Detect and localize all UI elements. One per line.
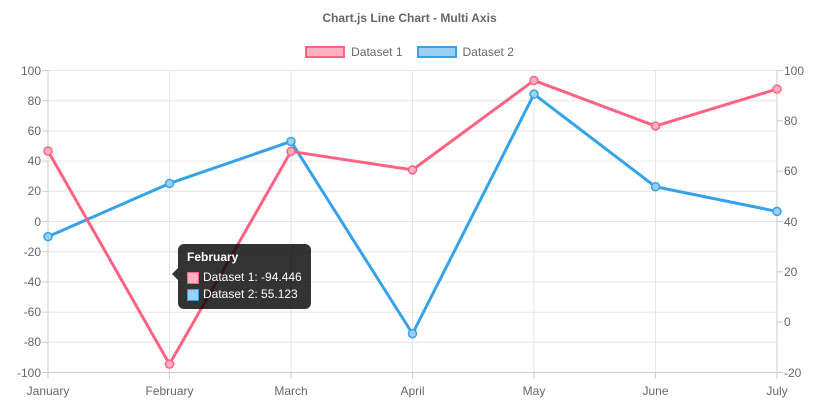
legend-swatch-dataset-2 xyxy=(416,46,457,58)
data-point-dataset-2-april[interactable] xyxy=(407,328,418,339)
data-point-dataset-1-march[interactable] xyxy=(286,146,296,157)
tooltip-color-box-icon xyxy=(187,288,199,301)
tooltip-caret-icon xyxy=(172,268,178,280)
data-point-dataset-2-march[interactable] xyxy=(286,136,296,147)
tooltip-row: Dataset 2: 55.123 xyxy=(187,287,302,302)
legend-item-dataset-2[interactable]: Dataset 2 xyxy=(416,45,514,59)
data-point-dataset-2-july[interactable] xyxy=(772,206,782,217)
tooltip-row-label: Dataset 1: -94.446 xyxy=(203,270,302,284)
data-point-dataset-1-july[interactable] xyxy=(772,84,782,94)
data-point-dataset-2-january[interactable] xyxy=(43,231,53,242)
tooltip-title: February xyxy=(187,250,239,264)
data-point-dataset-2-february[interactable] xyxy=(164,178,175,189)
legend-swatch-dataset-1 xyxy=(305,46,346,58)
data-point-dataset-1-june[interactable] xyxy=(650,121,661,131)
tooltip: February Dataset 1: -94.446 Dataset 2: 55… xyxy=(172,244,311,309)
data-point-dataset-1-january[interactable] xyxy=(43,146,53,156)
legend-label-dataset-2: Dataset 2 xyxy=(462,45,514,59)
legend-label-dataset-1: Dataset 1 xyxy=(351,45,403,59)
data-point-dataset-1-february[interactable] xyxy=(164,359,175,369)
legend: Dataset 1 Dataset 2 xyxy=(0,45,819,59)
chart-title: Chart.js Line Chart - Multi Axis xyxy=(322,11,497,25)
legend-item-dataset-1[interactable]: Dataset 1 xyxy=(305,45,403,59)
tooltip-row-label: Dataset 2: 55.123 xyxy=(203,287,298,301)
tooltip-color-box-icon xyxy=(187,271,199,284)
data-point-dataset-1-april[interactable] xyxy=(407,165,418,175)
data-point-dataset-1-may[interactable] xyxy=(529,75,539,86)
data-point-dataset-2-may[interactable] xyxy=(529,89,539,99)
tooltip-rows: Dataset 1: -94.446 Dataset 2: 55.123 xyxy=(187,270,302,302)
data-point-dataset-2-june[interactable] xyxy=(650,182,661,192)
tooltip-row: Dataset 1: -94.446 xyxy=(187,270,302,285)
